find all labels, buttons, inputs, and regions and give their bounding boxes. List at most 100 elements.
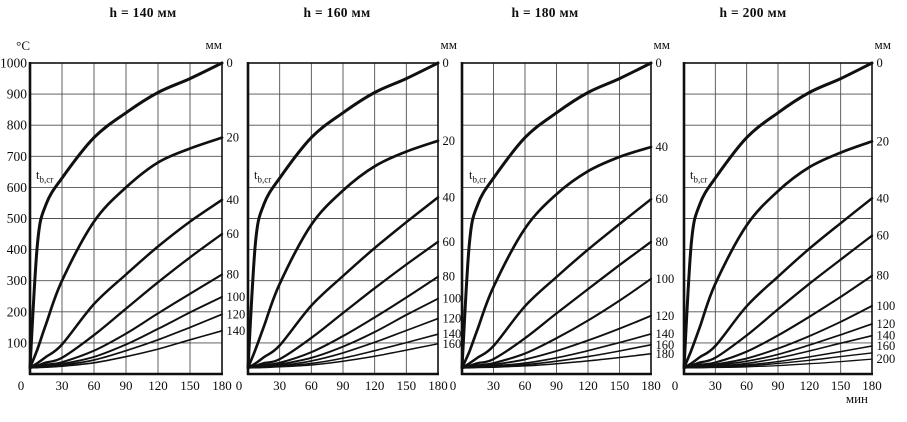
x-tick-label: 150 xyxy=(180,378,200,393)
curve-label-80mm: 80 xyxy=(227,267,240,281)
x-tick-label: 0 xyxy=(450,378,457,393)
x-tick-label: 0 xyxy=(18,378,25,393)
depth-axis-unit-label-3: мм xyxy=(653,37,670,52)
y-tick-label: 100 xyxy=(7,335,28,350)
panel-title-h200: h = 200 мм xyxy=(719,5,787,20)
x-tick-label: 150 xyxy=(397,378,417,393)
curve-label-0mm: 0 xyxy=(877,56,883,70)
x-tick-label: 30 xyxy=(273,378,286,393)
curve-label-100mm: 100 xyxy=(656,272,675,286)
panel-title-h180: h = 180 мм xyxy=(511,5,579,20)
panel-title-h160: h = 160 мм xyxy=(303,5,371,20)
x-tick-label: 90 xyxy=(772,378,785,393)
curve-depth-160mm xyxy=(247,343,439,369)
curve-label-120mm: 120 xyxy=(227,307,246,321)
curve-label-100mm: 100 xyxy=(877,299,896,313)
x-tick-label: 150 xyxy=(831,378,851,393)
x-tick-label: 180 xyxy=(212,378,232,393)
curve-label-60mm: 60 xyxy=(877,229,890,243)
curve-label-60mm: 60 xyxy=(443,235,456,249)
x-tick-label: 180 xyxy=(641,378,661,393)
curve-depth-0mm xyxy=(246,61,440,370)
curve-label-40mm: 40 xyxy=(656,140,669,154)
curve-depth-40mm xyxy=(28,198,224,370)
y-tick-label: 700 xyxy=(7,149,28,164)
depth-axis-unit-label-2: мм xyxy=(440,37,457,52)
y-tick-label: 300 xyxy=(7,273,28,288)
y-tick-label: 500 xyxy=(7,211,28,226)
curve-label-140mm: 140 xyxy=(227,324,246,338)
curve-depth-20mm xyxy=(246,139,440,370)
curve-label-20mm: 20 xyxy=(877,134,890,148)
x-tick-label: 60 xyxy=(740,378,753,393)
x-tick-label: 0 xyxy=(236,378,243,393)
x-tick-label: 0 xyxy=(672,378,679,393)
x-tick-label: 120 xyxy=(365,378,385,393)
x-tick-label: 30 xyxy=(709,378,722,393)
curve-label-140mm: 140 xyxy=(443,327,462,341)
y-tick-label: 900 xyxy=(7,87,28,102)
x-tick-label: 120 xyxy=(148,378,168,393)
depth-axis-unit-label-1: мм xyxy=(205,37,222,52)
curve-label-0mm: 0 xyxy=(656,56,662,70)
x-tick-label: 60 xyxy=(88,378,101,393)
x-tick-label: 180 xyxy=(428,378,448,393)
x-tick-label: 60 xyxy=(519,378,532,393)
curve-label-20mm: 20 xyxy=(443,134,456,148)
curve-label-0mm: 0 xyxy=(443,56,449,70)
panel-title-h140: h = 140 мм xyxy=(109,5,177,20)
curve-label-160mm: 160 xyxy=(877,339,896,353)
curve-depth-60mm xyxy=(28,232,224,369)
curve-label-0mm: 0 xyxy=(227,56,233,70)
curve-label-160mm: 160 xyxy=(656,338,675,352)
x-tick-label: 30 xyxy=(56,378,69,393)
x-tick-label: 150 xyxy=(610,378,630,393)
curve-label-100mm: 100 xyxy=(227,290,246,304)
curve-label-40mm: 40 xyxy=(443,190,456,204)
curve-label-120mm: 120 xyxy=(443,312,462,326)
curve-label-80mm: 80 xyxy=(656,235,669,249)
x-tick-label: 90 xyxy=(120,378,133,393)
curve-depth-180mm xyxy=(461,353,652,369)
curve-label-40mm: 40 xyxy=(877,191,890,205)
y-tick-label: 200 xyxy=(7,304,28,319)
curve-depth-40mm xyxy=(682,197,874,370)
curve-depth-140mm xyxy=(29,330,223,369)
y-tick-label: 800 xyxy=(7,118,28,133)
curve-label-140mm: 140 xyxy=(877,329,896,343)
y-tick-label: 600 xyxy=(7,180,28,195)
depth-axis-unit-label-4: мм xyxy=(874,37,891,52)
x-tick-label: 60 xyxy=(305,378,318,393)
curve-label-120mm: 120 xyxy=(877,317,896,331)
curve-depth-60mm xyxy=(460,197,653,370)
curve-depth-0mm xyxy=(682,61,874,370)
curve-depth-0mm xyxy=(460,61,653,370)
x-tick-label: 30 xyxy=(487,378,500,393)
critical-temp-annotation-4: tb,cr xyxy=(690,168,708,185)
y-tick-label: 400 xyxy=(7,242,28,257)
critical-temp-annotation-3: tb,cr xyxy=(469,168,487,185)
temp-axis-unit-label: °C xyxy=(16,38,30,53)
curve-label-100mm: 100 xyxy=(443,292,462,306)
curve-depth-60mm xyxy=(682,234,874,369)
curve-label-80mm: 80 xyxy=(877,269,890,283)
curve-label-180mm: 180 xyxy=(656,347,675,361)
curve-label-20mm: 20 xyxy=(227,131,240,145)
curve-depth-20mm xyxy=(28,136,224,370)
curve-depth-20mm xyxy=(682,140,874,370)
curve-depth-200mm xyxy=(683,358,873,369)
curve-label-160mm: 160 xyxy=(443,337,462,351)
y-tick-label: 1000 xyxy=(0,56,27,71)
x-tick-label: 90 xyxy=(337,378,350,393)
x-tick-label: 120 xyxy=(578,378,598,393)
curve-label-120mm: 120 xyxy=(656,309,675,323)
critical-temp-annotation-1: tb,cr xyxy=(36,168,54,185)
curve-depth-40mm xyxy=(246,196,440,370)
curve-label-40mm: 40 xyxy=(227,193,240,207)
